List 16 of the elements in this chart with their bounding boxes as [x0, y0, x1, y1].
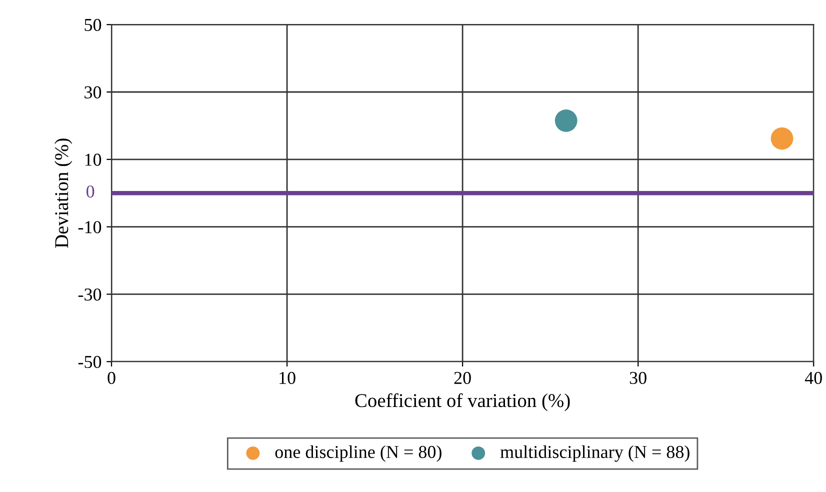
y-tick-label: 10 — [85, 154, 102, 166]
x-tick-label: 30 — [630, 372, 646, 384]
y-tick-label: -50 — [78, 356, 102, 368]
legend-label: one discipline (N = 80) — [275, 445, 442, 462]
x-tick-label: 40 — [804, 372, 822, 384]
y-tick-label: -10 — [78, 221, 102, 234]
legend-label: multidisciplinary (N = 88) — [500, 445, 690, 462]
y-tick-label: 50 — [84, 18, 102, 32]
x-axis-title: Coefficient of variation (%) — [355, 393, 570, 412]
y-tick-label: 30 — [84, 86, 102, 98]
x-tick-label: 20 — [454, 372, 471, 384]
x-tick-label: 0 — [108, 372, 116, 384]
y-axis-title: Deviation (%) — [54, 138, 72, 248]
x-tick-label: 10 — [280, 372, 296, 384]
ref-line-label: 0 — [86, 185, 94, 198]
y-tick-label: -30 — [78, 288, 102, 301]
